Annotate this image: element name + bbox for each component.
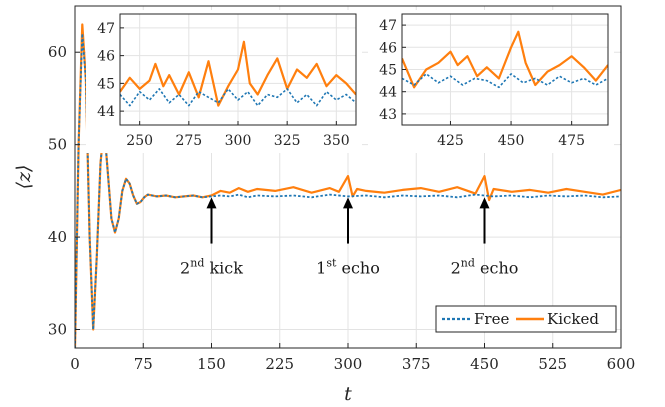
- series-free-line: [75, 32, 621, 348]
- annotation-label: 1st echo: [316, 257, 380, 278]
- inset-left: 250 275 300 325 350 44 45 46 47: [86, 10, 362, 153]
- x-tick-label: 450: [470, 355, 499, 373]
- inset-y-tick-label: 47: [97, 21, 115, 37]
- inset-x-tick-label: 300: [225, 133, 252, 149]
- y-axis-title: ⟨z⟩: [13, 165, 35, 190]
- inset-y-tick-label: 46: [97, 49, 115, 65]
- annotations: 2nd kick 1st echo 2nd echo: [180, 197, 519, 278]
- annotation-arrowhead: [343, 197, 353, 209]
- legend: Free Kicked: [435, 305, 617, 333]
- inset-kicked-line: [402, 30, 608, 89]
- inset-y-tick-label: 44: [97, 104, 115, 120]
- x-tick-label: 150: [197, 355, 226, 373]
- y-tick-label: 30: [48, 321, 67, 339]
- x-axis-title: t: [344, 383, 352, 405]
- x-tick-label: 600: [607, 355, 636, 373]
- y-tick-label: 60: [48, 43, 67, 61]
- inset-y-tick-label: 45: [97, 76, 115, 92]
- inset-free-line: [402, 73, 608, 89]
- y-tick-label: 50: [48, 136, 67, 154]
- inset-x-tick-label: 250: [126, 133, 153, 149]
- y-tick-label: 40: [48, 228, 67, 246]
- inset-kicked-line: [120, 40, 356, 107]
- legend-free-label: Free: [474, 310, 509, 328]
- x-tick-label: 0: [70, 355, 80, 373]
- inset-x-tick-label: 450: [498, 133, 525, 149]
- inset-right: 425 450 475 43 44 45 46 47: [368, 10, 614, 153]
- inset-y-tick-label: 44: [379, 85, 397, 101]
- inset-y-tick-label: 47: [379, 18, 397, 34]
- main-series: [75, 23, 621, 348]
- inset-x-tick-label: 425: [437, 133, 464, 149]
- x-tick-label: 75: [134, 355, 153, 373]
- inset-series: [402, 30, 608, 89]
- inset-free-line: [120, 88, 356, 107]
- inset-y-tick-label: 46: [379, 40, 397, 56]
- inset-y-tick-label: 45: [379, 63, 397, 79]
- legend-kicked-label: Kicked: [547, 310, 599, 328]
- inset-x-tick-label: 325: [274, 133, 301, 149]
- main-ticks: 0 75 150 225 300 375 450 525 600 30 40 50 60: [48, 43, 635, 373]
- inset-series: [120, 40, 356, 107]
- annotation-label: 2nd echo: [451, 257, 519, 278]
- inset-x-tick-label: 275: [175, 133, 202, 149]
- x-tick-label: 375: [402, 355, 431, 373]
- inset-x-tick-label: 350: [323, 133, 350, 149]
- inset-x-tick-label: 475: [558, 133, 585, 149]
- x-tick-label: 225: [265, 355, 294, 373]
- annotation-arrowhead: [479, 197, 490, 209]
- inset-y-tick-label: 43: [379, 107, 397, 123]
- annotation-label: 2nd kick: [180, 257, 243, 278]
- annotation-arrowhead: [206, 197, 217, 209]
- x-tick-label: 300: [334, 355, 363, 373]
- x-tick-label: 525: [538, 355, 567, 373]
